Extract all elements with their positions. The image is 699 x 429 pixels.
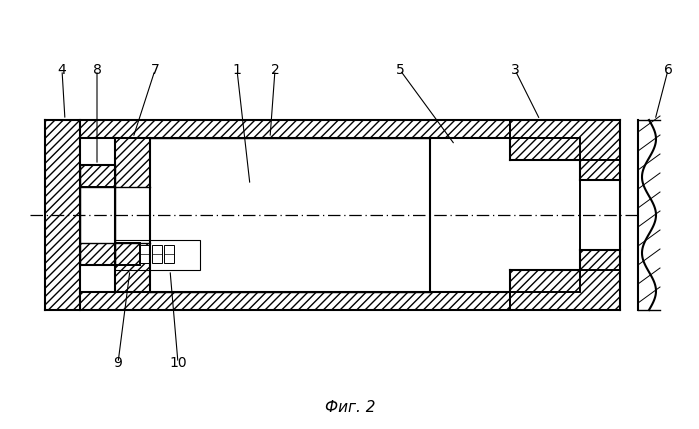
Bar [580, 250, 620, 270]
Text: 3: 3 [511, 63, 519, 77]
Bar [45, 120, 80, 310]
Text: 7: 7 [150, 63, 159, 77]
Bar [510, 138, 580, 160]
Text: 5: 5 [396, 63, 405, 77]
Bar [115, 138, 150, 292]
Bar [80, 187, 115, 243]
Bar [580, 160, 620, 180]
Text: 9: 9 [113, 356, 122, 370]
Bar [115, 243, 140, 265]
Bar [115, 187, 150, 243]
Text: 10: 10 [169, 356, 187, 370]
Text: Фиг. 2: Фиг. 2 [325, 399, 375, 414]
Bar [580, 250, 620, 270]
Bar [80, 138, 580, 292]
Bar [580, 160, 620, 180]
Text: 1: 1 [233, 63, 241, 77]
Bar [510, 270, 620, 310]
Text: 6: 6 [663, 63, 672, 77]
Bar [152, 245, 162, 263]
Text: 8: 8 [92, 63, 101, 77]
Bar [80, 165, 115, 187]
Text: 2: 2 [271, 63, 280, 77]
Text: 4: 4 [57, 63, 66, 77]
Bar [510, 120, 620, 160]
Bar [580, 180, 620, 250]
Bar [45, 120, 510, 138]
Bar [510, 270, 580, 292]
Bar [140, 245, 150, 263]
Bar [164, 245, 174, 263]
Bar [45, 292, 510, 310]
Bar [115, 240, 200, 270]
Bar [80, 243, 115, 265]
